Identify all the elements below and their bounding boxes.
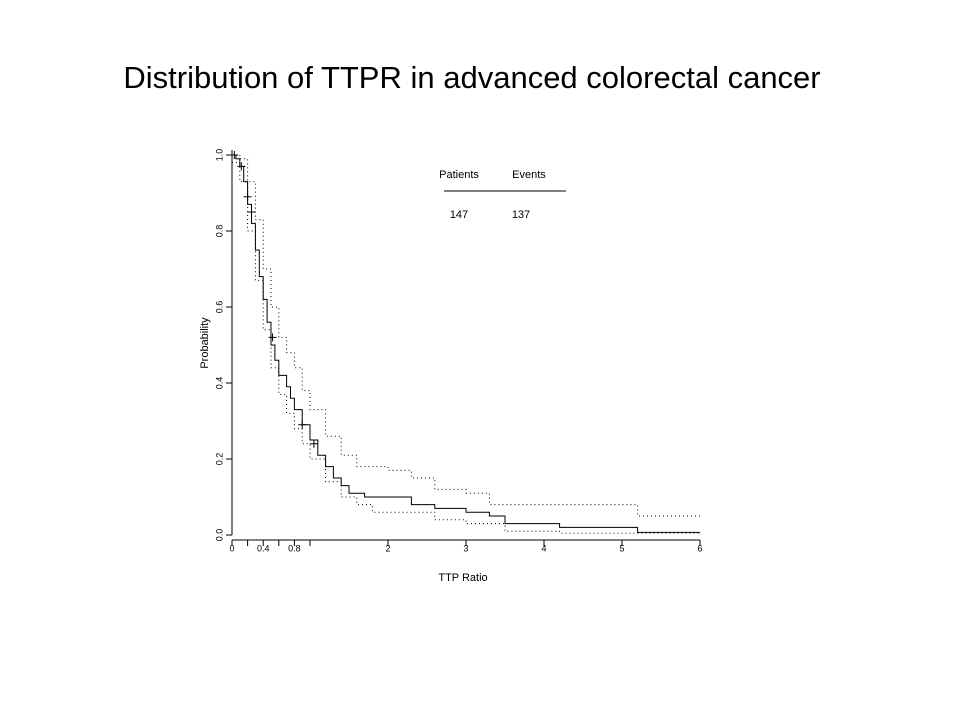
x-tick-label: 2 <box>385 543 390 553</box>
censor-mark <box>243 192 252 201</box>
y-tick-label: 0.6 <box>214 301 224 314</box>
survival-curve <box>232 154 700 533</box>
x-tick-label: 5 <box>619 543 624 553</box>
censor-mark <box>309 439 318 448</box>
censor-mark <box>298 420 307 429</box>
confidence-band <box>232 154 700 517</box>
y-tick-label: 0.0 <box>214 529 224 542</box>
x-tick-label: 0 <box>229 543 234 553</box>
x-axis-label: TTP Ratio <box>438 572 487 584</box>
x-tick-label: 3 <box>463 543 468 553</box>
x-tick-label: 0.8 <box>288 543 301 553</box>
censor-mark <box>268 333 277 342</box>
table-header: Patients <box>439 169 479 181</box>
x-tick-label: 0.4 <box>257 543 270 553</box>
chart-title: Distribution of TTPR in advanced colorec… <box>123 60 820 95</box>
y-axis-label: Probability <box>199 317 211 369</box>
y-tick-label: 0.2 <box>214 453 224 466</box>
censor-mark <box>247 208 256 216</box>
table-cell: 147 <box>450 209 468 221</box>
x-tick-label: 6 <box>697 543 702 553</box>
y-tick-label: 0.4 <box>214 377 224 390</box>
censor-mark <box>230 151 239 159</box>
censor-mark <box>237 162 246 171</box>
table-cell: 137 <box>512 209 530 221</box>
x-tick-label: 4 <box>541 543 546 553</box>
y-tick-label: 0.8 <box>214 225 224 238</box>
y-tick-label: 1.0 <box>214 149 224 162</box>
table-header: Events <box>512 169 546 181</box>
